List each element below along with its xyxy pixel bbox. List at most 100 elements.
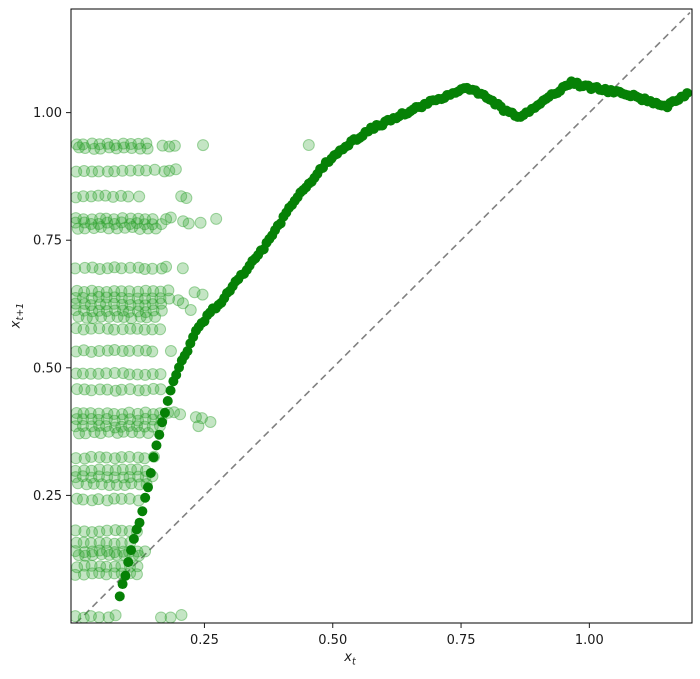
observation-dot — [140, 311, 153, 324]
curve-dot — [148, 452, 159, 463]
observation-dot — [92, 470, 105, 483]
curve-dot — [120, 570, 131, 581]
observation-dot — [115, 383, 128, 396]
observation-dot — [108, 408, 121, 421]
observation-dot — [71, 165, 83, 178]
observation-dot — [108, 138, 121, 151]
observation-dot — [142, 222, 155, 235]
observation-dot — [131, 305, 144, 318]
x-tick-label: 0.75 — [447, 633, 476, 648]
observation-dot — [117, 310, 130, 323]
observation-dot — [115, 216, 128, 229]
observation-dot — [93, 262, 106, 275]
observation-dot — [94, 221, 107, 234]
curve-dot — [126, 545, 137, 556]
observation-dot — [77, 138, 90, 151]
curve-dot — [128, 533, 139, 544]
observation-dot — [84, 367, 97, 380]
observation-dot — [154, 292, 167, 305]
observation-dot — [93, 451, 106, 464]
x-tick-label: 0.50 — [318, 633, 347, 648]
curve-dot — [682, 88, 692, 99]
observation-dot — [139, 299, 152, 312]
observation-dot — [123, 419, 136, 432]
observation-dot — [155, 218, 168, 231]
observation-dot — [94, 212, 107, 225]
observation-dot — [131, 407, 144, 420]
observation-dot — [93, 138, 106, 151]
observation-dot — [139, 213, 152, 226]
observation-dot — [132, 344, 145, 357]
observation-dot — [71, 292, 82, 305]
observation-dot — [116, 212, 129, 225]
observation-dot — [93, 322, 106, 335]
observation-dot — [125, 477, 138, 490]
observation-dot — [85, 284, 98, 297]
observation-dot — [163, 164, 176, 177]
observation-dot — [87, 477, 100, 490]
observation-dot — [84, 299, 97, 312]
observation-dot — [131, 322, 144, 335]
observation-dot — [210, 212, 223, 225]
curve-dot — [159, 407, 170, 418]
observation-dot — [84, 610, 97, 623]
curve-dot — [117, 579, 128, 590]
observation-dot — [108, 291, 121, 304]
observation-dot — [73, 141, 86, 154]
observation-dot — [132, 212, 145, 225]
observation-dot — [100, 367, 113, 380]
observation-dot — [77, 213, 90, 226]
observation-dot — [139, 545, 152, 558]
observation-dot — [86, 312, 99, 325]
observation-dot — [131, 463, 144, 476]
observation-dot — [124, 212, 137, 225]
x-tick-label: 1.00 — [575, 633, 604, 648]
observation-dot — [85, 218, 98, 231]
observation-dot — [156, 139, 169, 152]
curve-dot — [182, 346, 193, 357]
observation-dot — [155, 297, 168, 310]
observation-dot — [85, 345, 98, 358]
observation-dot — [204, 416, 217, 429]
observation-dot — [71, 452, 82, 465]
observation-dot — [71, 536, 83, 549]
observation-dot — [85, 450, 98, 463]
observation-dot — [85, 464, 98, 477]
observation-dot — [100, 568, 113, 581]
observation-dot — [131, 368, 144, 381]
observation-dot — [147, 408, 160, 421]
observation-dot — [103, 310, 116, 323]
observation-dot — [184, 304, 197, 317]
observation-dot — [93, 544, 106, 557]
observation-dot — [71, 297, 82, 310]
observation-dot — [108, 567, 121, 580]
y-ticks: 0.25 0.50 0.75 1.00 — [33, 106, 71, 504]
curve-dot — [134, 517, 145, 528]
observation-dot — [139, 406, 152, 419]
observation-dot — [108, 323, 121, 336]
observation-dot — [123, 471, 136, 484]
observation-dot — [180, 192, 193, 205]
curve-dot — [154, 429, 165, 440]
observation-dot — [100, 212, 113, 225]
observation-dot — [99, 189, 112, 202]
observation-dot — [87, 222, 100, 235]
observation-dot — [164, 344, 177, 357]
observation-dot — [125, 142, 138, 155]
observation-dot — [164, 611, 177, 623]
observation-dot — [92, 304, 105, 317]
observation-dot — [85, 322, 98, 335]
x-axis-label-base: x — [344, 650, 352, 665]
x-axis-label-sub: t — [351, 656, 356, 668]
observation-dot — [78, 559, 91, 572]
observation-dot — [108, 537, 121, 550]
observation-dot — [100, 536, 113, 549]
observation-dot — [94, 427, 107, 440]
observation-dot — [92, 407, 105, 420]
identity-line — [75, 12, 691, 623]
observation-dot — [92, 493, 105, 506]
observation-dot — [101, 464, 114, 477]
observation-dot — [71, 568, 82, 581]
